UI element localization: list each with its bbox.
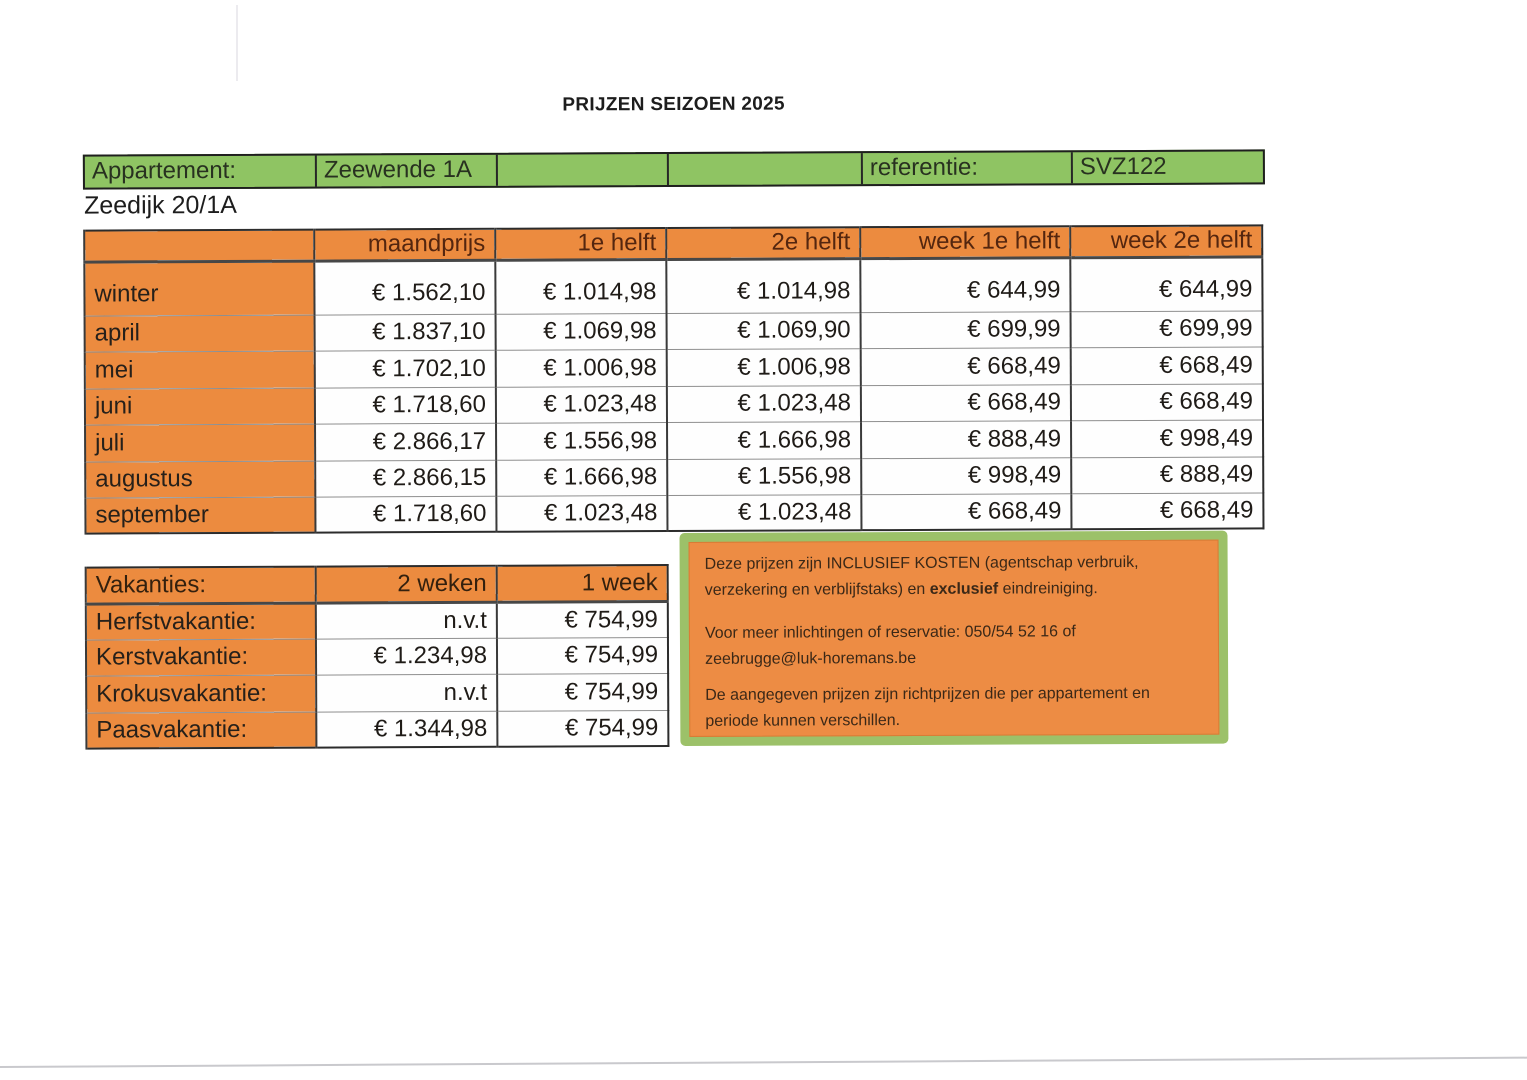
value-cell: € 998,49 xyxy=(861,457,1072,495)
value-cell: € 668,49 xyxy=(1070,383,1264,421)
value-cell: € 1.023,48 xyxy=(666,385,862,423)
value-cell: € 1.023,48 xyxy=(496,495,668,532)
table-column-header: maandprijs xyxy=(314,228,496,261)
value-cell: € 644,99 xyxy=(860,257,1071,313)
value-cell: € 1.837,10 xyxy=(314,313,496,351)
value-cell: € 1.006,98 xyxy=(666,348,861,387)
value-cell: € 888,49 xyxy=(1071,456,1264,494)
value-cell: € 2.866,17 xyxy=(315,422,497,461)
table-row: april € 1.837,10 € 1.069,98 € 1.069,90 € 699… xyxy=(84,310,1263,352)
info-costs-text-end: eindreiniging. xyxy=(998,580,1098,598)
value-cell: € 668,49 xyxy=(1071,492,1264,530)
address-line: Zeedijk 20/1A xyxy=(83,190,237,220)
table-column-header: 1e helft xyxy=(495,228,667,260)
row-label-cell: mei xyxy=(84,350,315,389)
table-header-row: Vakanties: 2 weken 1 week xyxy=(85,565,668,604)
value-cell: € 668,49 xyxy=(861,493,1072,531)
table-column-header: 2 weken xyxy=(315,565,497,603)
info-paragraph-costs: Deze prijzen zijn INCLUSIEF KOSTEN (agen… xyxy=(705,550,1203,604)
row-label-cell: juni xyxy=(84,387,316,425)
value-cell: € 754,99 xyxy=(497,673,669,711)
table-row: Kerstvakantie: € 1.234,98 € 754,99 xyxy=(85,637,669,676)
table-row: Paasvakantie: € 1.344,98 € 754,99 xyxy=(86,710,669,749)
table-row: juli € 2.866,17 € 1.556,98 € 1.666,98 € 888,… xyxy=(85,419,1264,462)
value-cell: € 1.344,98 xyxy=(316,710,498,748)
value-cell: € 668,49 xyxy=(860,384,1072,422)
row-label-cell: april xyxy=(84,314,315,352)
vacation-table: Vakanties: 2 weken 1 week Herfstvakantie: n.… xyxy=(84,564,670,750)
referentie-value: SVZ122 xyxy=(1070,151,1263,184)
info-costs-bold-text: exclusief xyxy=(929,580,999,598)
apartment-header-bar: Appartement: Zeewende 1A referentie: SVZ… xyxy=(82,149,1265,190)
table-row: winter € 1.562,10 € 1.014,98 € 1.014,98 € 64… xyxy=(84,256,1263,316)
value-cell: € 1.666,98 xyxy=(496,459,668,496)
info-paragraph-disclaimer: De aangegeven prijzen zijn richtprijzen … xyxy=(705,684,1150,730)
table-column-header: week 1e helft xyxy=(860,226,1071,259)
value-cell: € 1.023,48 xyxy=(667,494,862,532)
table-column-header: 2e helft xyxy=(666,227,861,260)
table-row: september € 1.718,60 € 1.023,48 € 1.023,48 €… xyxy=(85,492,1264,534)
info-box: Deze prijzen zijn INCLUSIEF KOSTEN (agen… xyxy=(679,530,1229,746)
row-label-cell: Paasvakantie: xyxy=(86,711,317,749)
value-cell: € 1.006,98 xyxy=(495,349,667,387)
value-cell: € 699,99 xyxy=(860,311,1071,349)
table-corner-cell xyxy=(84,229,315,262)
value-cell: € 699,99 xyxy=(1070,310,1263,348)
value-cell: € 1.014,98 xyxy=(666,258,861,314)
table-row: mei € 1.702,10 € 1.006,98 € 1.006,98 € 668,4… xyxy=(84,346,1263,389)
row-label-cell: winter xyxy=(84,260,315,316)
info-box-inner: Deze prijzen zijn INCLUSIEF KOSTEN (agen… xyxy=(688,539,1220,737)
value-cell: € 1.069,98 xyxy=(495,313,667,350)
value-cell: € 1.562,10 xyxy=(314,259,496,315)
row-label-cell: Herfstvakantie: xyxy=(85,602,316,640)
value-cell: € 1.023,48 xyxy=(495,386,668,423)
value-cell: € 1.556,98 xyxy=(667,458,862,496)
value-cell: € 1.702,10 xyxy=(314,349,496,388)
value-cell: € 1.014,98 xyxy=(495,259,667,314)
value-cell: € 754,99 xyxy=(497,710,669,747)
value-cell: € 888,49 xyxy=(861,420,1072,459)
row-label-cell: juli xyxy=(85,423,316,462)
value-cell: n.v.t xyxy=(315,601,497,639)
row-label-cell: augustus xyxy=(85,460,316,498)
appartement-value: Zeewende 1A xyxy=(314,154,496,187)
appartement-label: Appartement: xyxy=(91,156,237,185)
scan-artifact-vertical-line xyxy=(236,5,238,81)
value-cell: € 644,99 xyxy=(1070,256,1263,312)
table-column-header: week 2e helft xyxy=(1070,225,1263,258)
header-bar-empty-cell xyxy=(495,154,667,186)
value-cell: € 754,99 xyxy=(496,637,669,674)
row-label-cell: Krokusvakantie: xyxy=(86,674,317,713)
table-row: augustus € 2.866,15 € 1.666,98 € 1.556,98 € … xyxy=(85,456,1264,498)
value-cell: € 1.718,60 xyxy=(315,495,497,533)
value-cell: € 1.718,60 xyxy=(314,386,497,424)
table-header-row: maandprijs 1e helft 2e helft week 1e helft w… xyxy=(84,225,1263,262)
value-cell: € 668,49 xyxy=(1070,346,1263,385)
value-cell: n.v.t xyxy=(316,673,498,712)
header-bar-empty-cell xyxy=(666,153,861,186)
table-row: juni € 1.718,60 € 1.023,48 € 1.023,48 € 668,… xyxy=(84,383,1264,425)
value-cell: € 1.234,98 xyxy=(315,637,498,675)
value-cell: € 668,49 xyxy=(860,347,1071,386)
table-column-header: Vakanties: xyxy=(85,566,316,604)
referentie-label: referentie: xyxy=(860,152,1071,185)
value-cell: € 1.556,98 xyxy=(496,422,668,460)
value-cell: € 1.666,98 xyxy=(667,421,862,460)
table-row: Krokusvakantie: n.v.t € 754,99 xyxy=(86,673,669,713)
value-cell: € 2.866,15 xyxy=(315,459,497,497)
price-table: maandprijs 1e helft 2e helft week 1e helft w… xyxy=(83,224,1265,535)
row-label-cell: september xyxy=(85,496,316,534)
row-label-cell: Kerstvakantie: xyxy=(85,638,317,676)
table-column-header: 1 week xyxy=(496,565,668,602)
page-title: PRIJZEN SEIZOEN 2025 xyxy=(562,93,785,116)
value-cell: € 998,49 xyxy=(1071,419,1264,458)
table-row: Herfstvakantie: n.v.t € 754,99 xyxy=(85,601,668,640)
value-cell: € 754,99 xyxy=(496,601,668,638)
value-cell: € 1.069,90 xyxy=(666,312,861,350)
info-paragraph-contact: Voor meer inlichtingen of reservatie: 05… xyxy=(704,623,1076,668)
